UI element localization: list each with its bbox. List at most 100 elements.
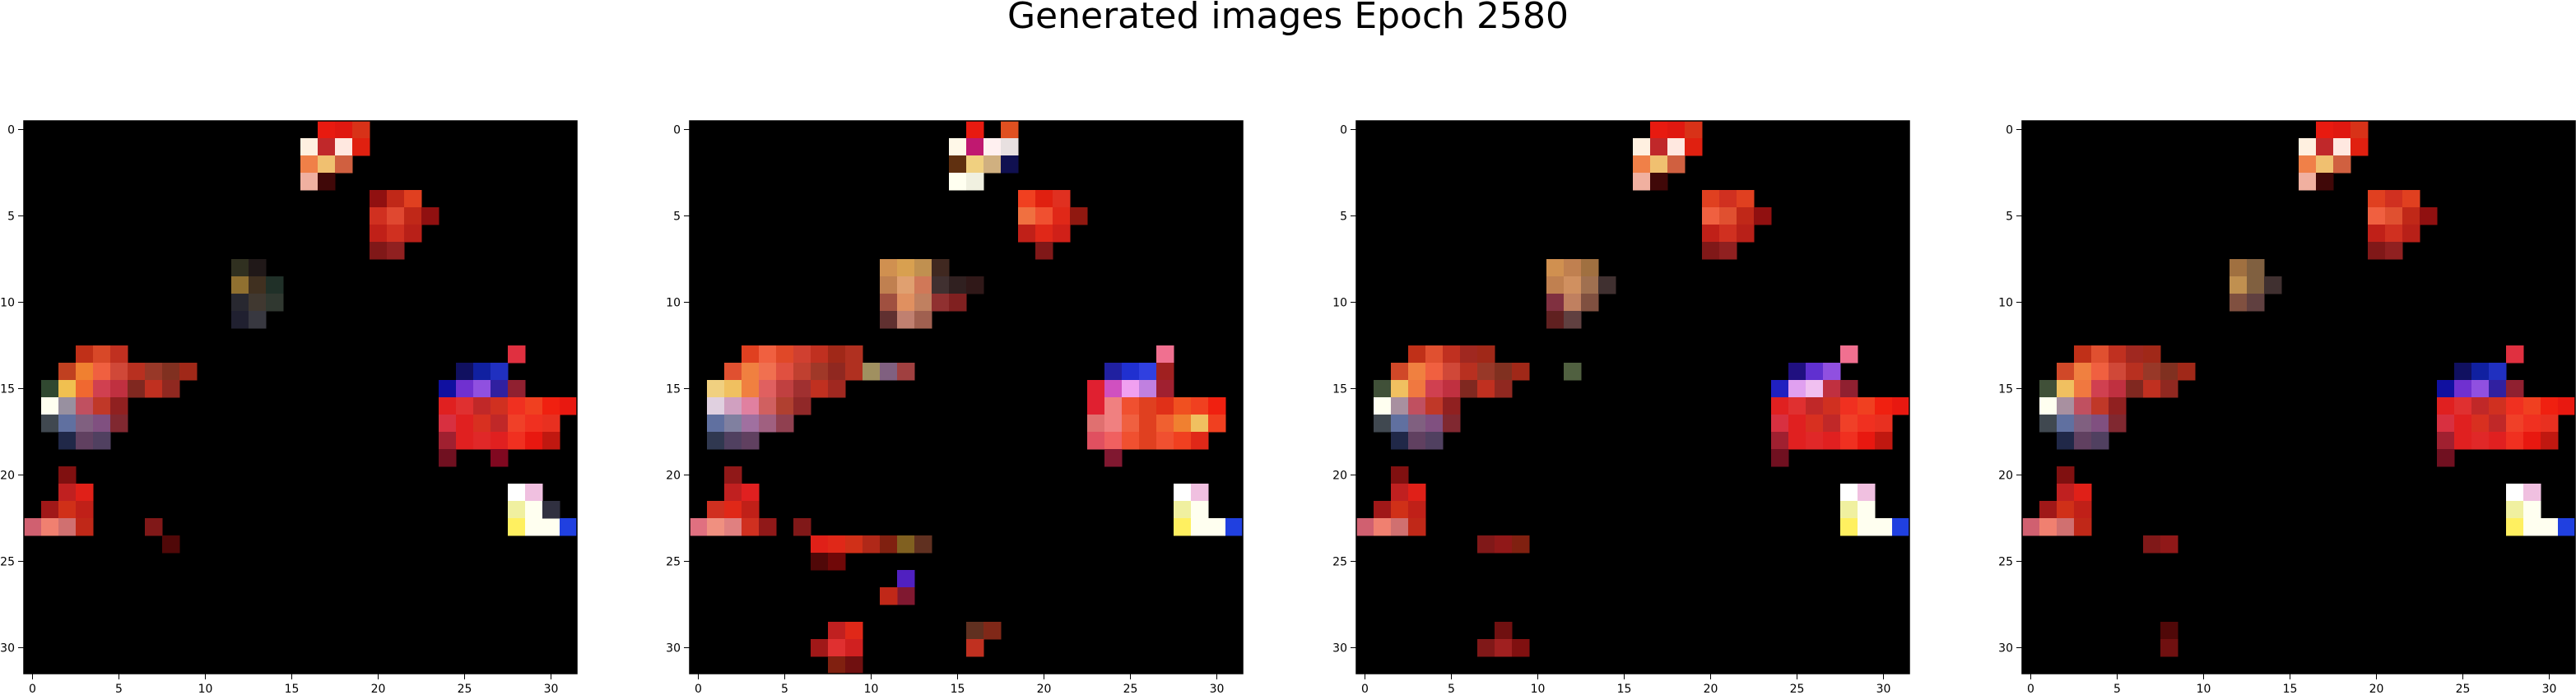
image-pixel xyxy=(421,207,439,225)
image-pixel xyxy=(1840,484,1858,502)
image-pixel xyxy=(76,380,94,398)
image-pixel xyxy=(983,155,1002,174)
x-tick-label: 30 xyxy=(2542,683,2557,695)
image-pixel xyxy=(880,259,898,277)
image-pixel xyxy=(966,622,984,640)
image-pixel xyxy=(508,518,526,536)
image-pixel xyxy=(2506,484,2524,502)
image-pixel xyxy=(914,535,932,554)
image-pixel xyxy=(863,535,881,554)
image-pixel xyxy=(2022,518,2040,536)
image-pixel xyxy=(145,518,163,536)
image-pixel xyxy=(949,155,967,174)
image-pixel xyxy=(759,345,777,364)
image-pixel xyxy=(828,363,846,381)
image-pixel xyxy=(2471,415,2490,433)
image-pixel xyxy=(793,345,811,364)
y-tick-label: 25 xyxy=(666,556,681,569)
image-pixel xyxy=(2143,345,2161,364)
image-pixel xyxy=(2109,397,2127,415)
image-pixel xyxy=(2091,415,2109,433)
image-pixel xyxy=(1191,432,1209,450)
image-pixel xyxy=(1191,484,1209,502)
image-pixel xyxy=(1408,518,1426,536)
image-pixel xyxy=(1001,155,1019,174)
image-pixel xyxy=(1391,363,1409,381)
image-pixel xyxy=(370,225,388,243)
image-pixel xyxy=(1598,276,1616,294)
y-tick-label: 10 xyxy=(0,297,15,310)
image-pixel xyxy=(2143,363,2161,381)
image-pixel xyxy=(1087,432,1105,450)
image-pixel xyxy=(2057,466,2075,484)
image-pixel xyxy=(828,656,846,674)
image-pixel xyxy=(1702,242,1720,260)
y-tick-label: 20 xyxy=(1332,470,1347,483)
x-tick-label: 15 xyxy=(285,683,300,695)
image-pixel xyxy=(1191,518,1209,536)
image-pixel xyxy=(1208,397,1226,415)
image-pixel xyxy=(318,138,336,156)
image-pixel xyxy=(525,518,543,536)
image-pixel xyxy=(2523,397,2541,415)
image-pixel xyxy=(41,397,59,415)
image-pixel xyxy=(93,345,111,364)
image-pixel xyxy=(491,363,509,381)
image-pixel xyxy=(1875,518,1893,536)
image-pixel xyxy=(897,363,915,381)
image-pixel xyxy=(966,173,984,191)
image-pixel xyxy=(41,518,59,536)
image-pixel xyxy=(1840,397,1858,415)
x-tick-label: 20 xyxy=(371,683,386,695)
image-pixel xyxy=(811,345,829,364)
image-pixel xyxy=(1425,415,1444,433)
image-pixel xyxy=(41,501,59,519)
image-pixel xyxy=(1425,432,1444,450)
y-tick-label: 5 xyxy=(1340,211,1347,224)
image-pixel xyxy=(2074,501,2092,519)
image-pixel xyxy=(828,535,846,554)
image-pixel xyxy=(1174,415,1192,433)
image-pixel xyxy=(1546,294,1565,312)
image-pixel xyxy=(1156,380,1174,398)
image-pixel xyxy=(793,518,811,536)
image-pixel xyxy=(58,380,77,398)
x-tick-label: 30 xyxy=(544,683,559,695)
image-pixel xyxy=(1139,397,1157,415)
image-pixel xyxy=(1174,518,1192,536)
y-tick-label: 30 xyxy=(1332,642,1347,656)
y-tick-label: 30 xyxy=(1998,642,2013,656)
image-pixel xyxy=(2074,363,2092,381)
image-pixel xyxy=(2264,276,2282,294)
image-pixel xyxy=(1823,397,1841,415)
image-pixel xyxy=(1806,363,1824,381)
image-pixel xyxy=(76,345,94,364)
image-pixel xyxy=(707,432,725,450)
image-pixel xyxy=(707,415,725,433)
image-pixel xyxy=(1719,207,1737,225)
image-pixel xyxy=(2126,363,2144,381)
image-pixel xyxy=(1408,415,1426,433)
image-pixel xyxy=(811,553,829,571)
image-pixel xyxy=(2247,294,2265,312)
image-pixel xyxy=(2489,397,2507,415)
image-pixel xyxy=(1391,380,1409,398)
image-pixel xyxy=(1087,380,1105,398)
image-pixel xyxy=(1001,138,1019,156)
image-pixel xyxy=(1018,225,1036,243)
image-pixel xyxy=(1374,518,1392,536)
image-pixel xyxy=(2057,518,2075,536)
image-pixel xyxy=(1053,190,1071,208)
image-pixel xyxy=(473,380,491,398)
image-pixel xyxy=(1650,121,1668,139)
image-pixel xyxy=(318,121,336,139)
image-pixel xyxy=(110,415,128,433)
image-pixel xyxy=(2126,380,2144,398)
image-pixel xyxy=(2420,207,2438,225)
image-pixel xyxy=(724,432,742,450)
image-pixel xyxy=(1875,397,1893,415)
image-pixel xyxy=(58,397,77,415)
image-pixel xyxy=(404,225,422,243)
image-pixel xyxy=(1754,207,1772,225)
image-pixel xyxy=(880,535,898,554)
